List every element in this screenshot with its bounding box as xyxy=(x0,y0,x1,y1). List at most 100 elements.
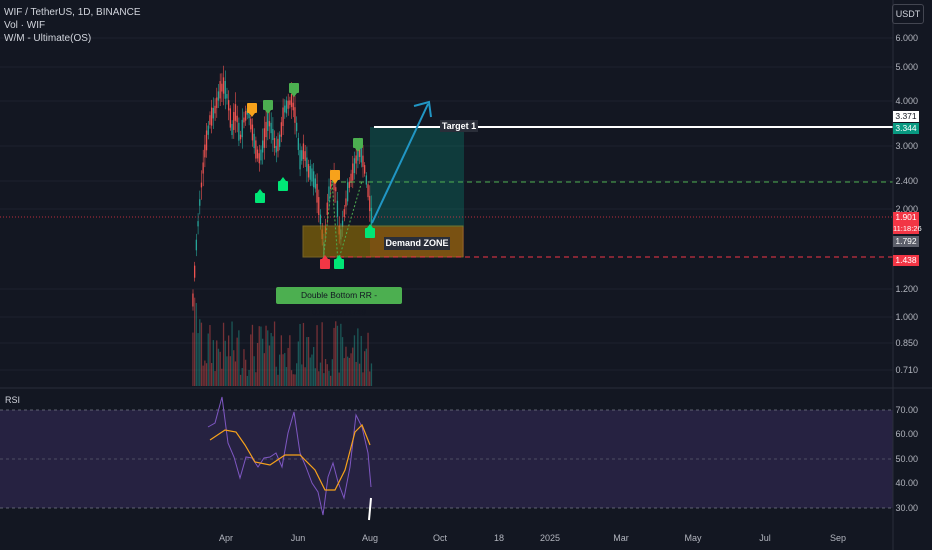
double-bottom-label[interactable]: Double Bottom RR - 0.8408071749 xyxy=(276,287,402,317)
candle-body xyxy=(248,112,250,119)
volume-bar xyxy=(330,375,332,386)
candle-body xyxy=(211,107,213,126)
candle-body xyxy=(311,168,313,182)
volume-bar xyxy=(335,321,337,386)
candle-body xyxy=(352,163,354,181)
price-tick: 3.000 xyxy=(895,141,918,151)
volume-bar xyxy=(197,333,199,386)
time-tick: Oct xyxy=(432,533,448,543)
candle-body xyxy=(194,265,196,278)
price-tick: 1.000 xyxy=(895,312,918,322)
rsi-legend[interactable]: RSI xyxy=(5,395,21,405)
candle-body xyxy=(279,134,281,147)
volume-bar xyxy=(285,367,288,386)
candle-body xyxy=(307,164,310,178)
candle-body xyxy=(318,197,320,215)
candle-body xyxy=(217,91,220,101)
volume-bar xyxy=(273,321,276,386)
candle-body xyxy=(262,140,264,153)
volume-bar xyxy=(251,324,254,386)
pattern-marker xyxy=(365,228,375,238)
candle-body xyxy=(243,117,245,123)
volume-bar xyxy=(258,326,260,386)
volume-bar xyxy=(239,374,242,386)
candle-body xyxy=(268,121,271,127)
candle-body xyxy=(267,111,269,131)
volume-bar xyxy=(204,360,206,386)
volume-bar xyxy=(228,335,230,386)
volume-bar xyxy=(270,332,272,386)
price-tick: 5.000 xyxy=(895,62,918,72)
target-price-label: 3.344 xyxy=(893,123,919,134)
symbol-title[interactable]: WIF / TetherUS, 1D, BINANCE xyxy=(4,7,141,18)
volume-bar xyxy=(209,325,211,386)
volume-bar xyxy=(250,334,252,386)
volume-bar xyxy=(226,356,228,386)
candle-body xyxy=(209,115,211,125)
volume-bar xyxy=(314,368,316,386)
volume-bar xyxy=(211,363,213,386)
price-tick: 1.200 xyxy=(895,284,918,294)
candle-body xyxy=(341,220,344,227)
volume-bar xyxy=(284,353,286,386)
volume-bar xyxy=(306,337,308,386)
volume-legend[interactable]: Vol · WIF xyxy=(4,20,46,31)
pattern-marker xyxy=(263,100,273,110)
volume-bar xyxy=(222,322,225,386)
countdown-label: 11:18:26 xyxy=(893,223,922,234)
volume-bar xyxy=(265,325,267,386)
target-label[interactable]: Target 1 xyxy=(440,120,478,132)
currency-button[interactable]: USDT xyxy=(892,4,924,24)
volume-bar xyxy=(316,325,318,386)
demand-price-label: 1.792 xyxy=(893,236,919,247)
target-zone xyxy=(370,127,464,227)
volume-bar xyxy=(207,333,209,386)
volume-bar xyxy=(199,319,201,386)
candle-body xyxy=(233,112,235,130)
volume-bar xyxy=(370,363,373,386)
time-tick: May xyxy=(684,533,702,543)
candle-body xyxy=(200,182,203,188)
volume-bar xyxy=(279,354,281,386)
candle-body xyxy=(309,166,311,180)
candle-body xyxy=(370,207,373,225)
volume-bar xyxy=(194,297,196,386)
volume-bar xyxy=(345,346,347,386)
candle-body xyxy=(330,177,332,190)
volume-bar xyxy=(248,370,250,386)
candle-body xyxy=(239,134,242,140)
candle-body xyxy=(301,150,303,161)
volume-bars xyxy=(192,297,373,386)
volume-bar xyxy=(326,364,328,386)
demand-zone-label[interactable]: Demand ZONE xyxy=(384,237,450,250)
candle-body xyxy=(299,150,301,170)
candle-body xyxy=(284,105,286,113)
candle-body xyxy=(365,175,367,185)
stop-price-label: 1.438 xyxy=(893,255,919,266)
current-price-label: 1.901 xyxy=(893,212,919,223)
candle-body xyxy=(369,195,371,212)
volume-bar xyxy=(243,349,245,386)
volume-bar xyxy=(231,321,233,386)
candle-body xyxy=(214,105,216,114)
candle-body xyxy=(221,83,223,92)
marker-pointer xyxy=(332,180,338,184)
price-tick: 2.000 xyxy=(895,204,918,214)
candle-body xyxy=(353,158,356,174)
volume-bar xyxy=(205,363,208,386)
volume-bar xyxy=(214,371,216,386)
rsi-tick: 60.00 xyxy=(895,429,918,439)
volume-bar xyxy=(358,363,361,386)
candle-body xyxy=(357,149,359,161)
volume-bar xyxy=(360,335,362,386)
volume-bar xyxy=(350,353,352,386)
candle-body xyxy=(306,157,308,172)
candle-body xyxy=(253,133,255,149)
volume-bar xyxy=(263,353,265,386)
candle-body xyxy=(236,115,238,123)
volume-bar xyxy=(323,373,325,386)
volume-bar xyxy=(292,374,294,386)
indicator-legend[interactable]: W/M - Ultimate(OS) xyxy=(4,33,92,44)
volume-bar xyxy=(192,332,194,386)
